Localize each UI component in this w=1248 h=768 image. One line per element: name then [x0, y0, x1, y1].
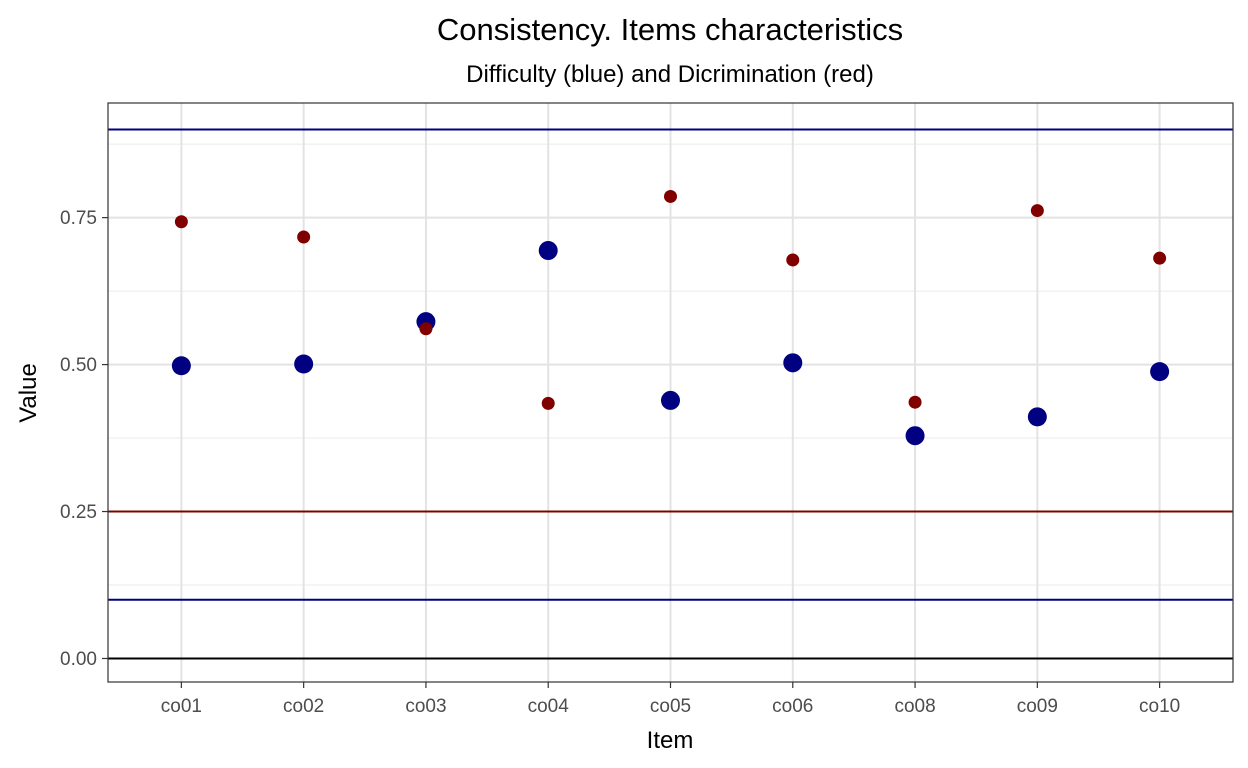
x-tick-label: co08	[894, 696, 935, 717]
x-tick-label: co09	[1017, 696, 1058, 717]
difficulty-point	[783, 353, 803, 373]
difficulty-point	[661, 390, 680, 410]
y-tick-label: 0.25	[60, 502, 97, 523]
reference-lines	[108, 128, 1233, 660]
y-tick-label: 0.50	[60, 355, 97, 376]
y-axis: 0.00 0.25 0.50 0.75	[60, 208, 108, 670]
discrimination-point	[1030, 204, 1044, 218]
discrimination-point	[1153, 251, 1167, 265]
y-tick-label: 0.75	[60, 208, 97, 229]
chart-subtitle: Difficulty (blue) and Dicrimination (red…	[466, 61, 874, 88]
x-tick-label: co02	[283, 696, 324, 717]
x-axis-title: Item	[647, 727, 694, 754]
y-axis-title: Value	[15, 363, 42, 423]
x-axis: co01 co02 co03 co04 co05 co06 co08 co09 co10	[161, 682, 1180, 717]
discrimination-point	[786, 253, 800, 267]
y-tick-label: 0.00	[60, 649, 97, 670]
discrimination-point	[908, 395, 922, 409]
difficulty-point	[294, 354, 314, 374]
x-tick-label: co01	[161, 696, 202, 717]
difficulty-point	[1027, 407, 1047, 427]
x-tick-label: co06	[772, 696, 813, 717]
x-tick-label: co03	[405, 696, 446, 717]
difficulty-point	[1150, 362, 1170, 382]
difficulty-point	[171, 356, 191, 376]
difficulty-point	[538, 241, 558, 261]
difficulty-point	[905, 426, 925, 446]
discrimination-point	[174, 215, 188, 229]
data-points	[171, 189, 1170, 446]
x-tick-label: co05	[650, 696, 691, 717]
grid-major	[108, 103, 1233, 682]
discrimination-point	[297, 230, 311, 244]
x-tick-label: co10	[1139, 696, 1180, 717]
discrimination-point	[541, 396, 555, 410]
chart-title: Consistency. Items characteristics	[437, 12, 903, 47]
discrimination-point	[419, 322, 433, 336]
x-tick-label: co04	[528, 696, 570, 717]
discrimination-point	[664, 189, 677, 203]
